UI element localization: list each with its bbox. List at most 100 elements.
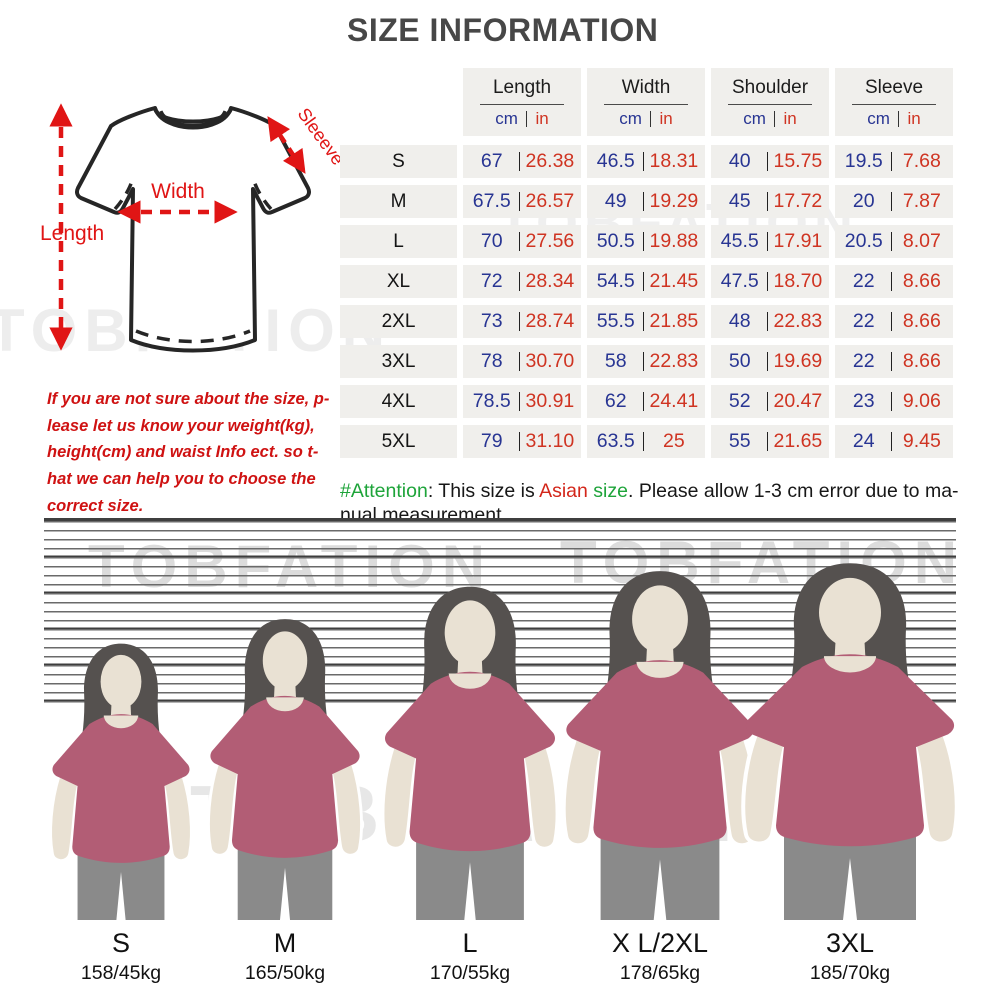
- figure-l: [381, 585, 559, 920]
- value-in: 21.45: [649, 270, 699, 292]
- value-cm: 46.5: [596, 150, 635, 172]
- unit-cm: cm: [743, 109, 766, 128]
- value-cm: 45.5: [720, 230, 759, 252]
- size-table-row: 2XL 73 28.74 55.5 21.85 48 22.83 22 8.66: [340, 305, 958, 338]
- shoulder-values: 50 19.69: [711, 345, 829, 378]
- shoulder-values: 45.5 17.91: [711, 225, 829, 258]
- size-table: Length cm in Width cm in Shoulder: [340, 68, 958, 465]
- figure-spec: 165/50kg: [244, 962, 326, 984]
- value-cm: 58: [604, 350, 627, 372]
- figure-label-m: M 165/50kg: [245, 928, 325, 985]
- size-label: 4XL: [340, 385, 457, 418]
- value-cm: 22: [852, 310, 875, 332]
- figure-spec: 158/45kg: [80, 962, 162, 984]
- sleeve-values: 22 8.66: [835, 305, 953, 338]
- attention-hashtag: #Attention: [340, 479, 428, 502]
- unit-in: in: [659, 109, 673, 128]
- unit-in: in: [783, 109, 797, 128]
- value-cm: 73: [480, 310, 503, 332]
- value-cm: 50.5: [596, 230, 635, 252]
- size-table-row: S 67 26.38 46.5 18.31 40 15.75 19.5 7.68: [340, 145, 958, 178]
- value-cm: 63.5: [596, 430, 635, 452]
- figure-size: S: [111, 928, 130, 958]
- value-cm: 78.5: [472, 390, 511, 412]
- figure-size: M: [273, 928, 297, 958]
- figure-spec: 170/55kg: [429, 962, 511, 984]
- value-in: 19.88: [649, 230, 699, 252]
- shoulder-values: 48 22.83: [711, 305, 829, 338]
- size-table-body: S 67 26.38 46.5 18.31 40 15.75 19.5 7.68: [340, 145, 958, 458]
- size-label: S: [340, 145, 457, 178]
- value-in: 25: [663, 430, 685, 452]
- value-cm: 67: [480, 150, 503, 172]
- shoulder-values: 52 20.47: [711, 385, 829, 418]
- value-in: 7.87: [902, 190, 941, 212]
- size-table-row: 3XL 78 30.70 58 22.83 50 19.69 22 8.66: [340, 345, 958, 378]
- shoulder-values: 45 17.72: [711, 185, 829, 218]
- sleeve-values: 20.5 8.07: [835, 225, 953, 258]
- unit-cm: cm: [495, 109, 518, 128]
- width-values: 50.5 19.88: [587, 225, 705, 258]
- value-cm: 62: [604, 390, 627, 412]
- value-cm: 24: [852, 430, 875, 452]
- size-table-row: M 67.5 26.57 49 19.29 45 17.72 20 7.87: [340, 185, 958, 218]
- unit-cm: cm: [867, 109, 890, 128]
- length-values: 79 31.10: [463, 425, 581, 458]
- size-label: 5XL: [340, 425, 457, 458]
- value-in: 31.10: [525, 430, 575, 452]
- collar-inner: [159, 110, 227, 127]
- column-header-shoulder: Shoulder cm in: [711, 68, 829, 136]
- value-in: 18.70: [773, 270, 823, 292]
- value-cm: 48: [728, 310, 751, 332]
- length-values: 78 30.70: [463, 345, 581, 378]
- asian-size-green: size: [587, 479, 628, 502]
- value-in: 17.91: [773, 230, 823, 252]
- value-in: 22.83: [773, 310, 823, 332]
- note-line: lease let us know your weight(kg),: [47, 416, 315, 435]
- value-in: 21.85: [649, 310, 699, 332]
- shoulder-values: 40 15.75: [711, 145, 829, 178]
- value-cm: 55: [728, 430, 751, 452]
- length-values: 67 26.38: [463, 145, 581, 178]
- sleeve-values: 23 9.06: [835, 385, 953, 418]
- size-label: 2XL: [340, 305, 457, 338]
- shoulder-values: 55 21.65: [711, 425, 829, 458]
- column-header-width: Width cm in: [587, 68, 705, 136]
- column-header-length: Length cm in: [463, 68, 581, 136]
- figure-size: L: [462, 928, 478, 958]
- width-values: 55.5 21.85: [587, 305, 705, 338]
- unit-cm: cm: [619, 109, 642, 128]
- sleeve-values: 22 8.66: [835, 265, 953, 298]
- value-cm: 20: [852, 190, 875, 212]
- value-in: 20.47: [773, 390, 823, 412]
- value-cm: 67.5: [472, 190, 511, 212]
- value-in: 8.66: [902, 310, 941, 332]
- note-line: hat we can help you to choose the: [47, 470, 316, 489]
- value-cm: 55.5: [596, 310, 635, 332]
- size-table-row: 4XL 78.5 30.91 62 24.41 52 20.47 23 9.06: [340, 385, 958, 418]
- size-label: M: [340, 185, 457, 218]
- size-table-row: L 70 27.56 50.5 19.88 45.5 17.91 20.5 8.…: [340, 225, 958, 258]
- value-in: 28.74: [525, 310, 575, 332]
- width-values: 63.5 25: [587, 425, 705, 458]
- note-line: If you are not sure about the size, p-: [47, 390, 330, 408]
- width-arrow-label: Width: [151, 180, 205, 203]
- value-in: 8.07: [902, 230, 941, 252]
- tshirt-body: [75, 106, 311, 353]
- value-in: 9.06: [902, 390, 941, 412]
- figure-size: 3XL: [825, 928, 875, 958]
- value-in: 8.66: [902, 350, 941, 372]
- value-in: 7.68: [902, 150, 941, 172]
- collar-outer: [153, 107, 233, 130]
- value-cm: 52: [728, 390, 751, 412]
- sleeve-values: 20 7.87: [835, 185, 953, 218]
- figure-label-3xl: 3XL 185/70kg: [810, 928, 890, 985]
- sizing-help-note: If you are not sure about the size, p- l…: [47, 386, 339, 520]
- width-values: 62 24.41: [587, 385, 705, 418]
- header-spacer: [340, 68, 457, 136]
- sleeve-stitch-left: [113, 180, 134, 211]
- size-table-row: 5XL 79 31.10 63.5 25 55 21.65 24 9.45: [340, 425, 958, 458]
- sleeve-values: 22 8.66: [835, 345, 953, 378]
- value-in: 18.31: [649, 150, 699, 172]
- figure-label-xl-2xl: X L/2XL 178/65kg: [612, 928, 708, 985]
